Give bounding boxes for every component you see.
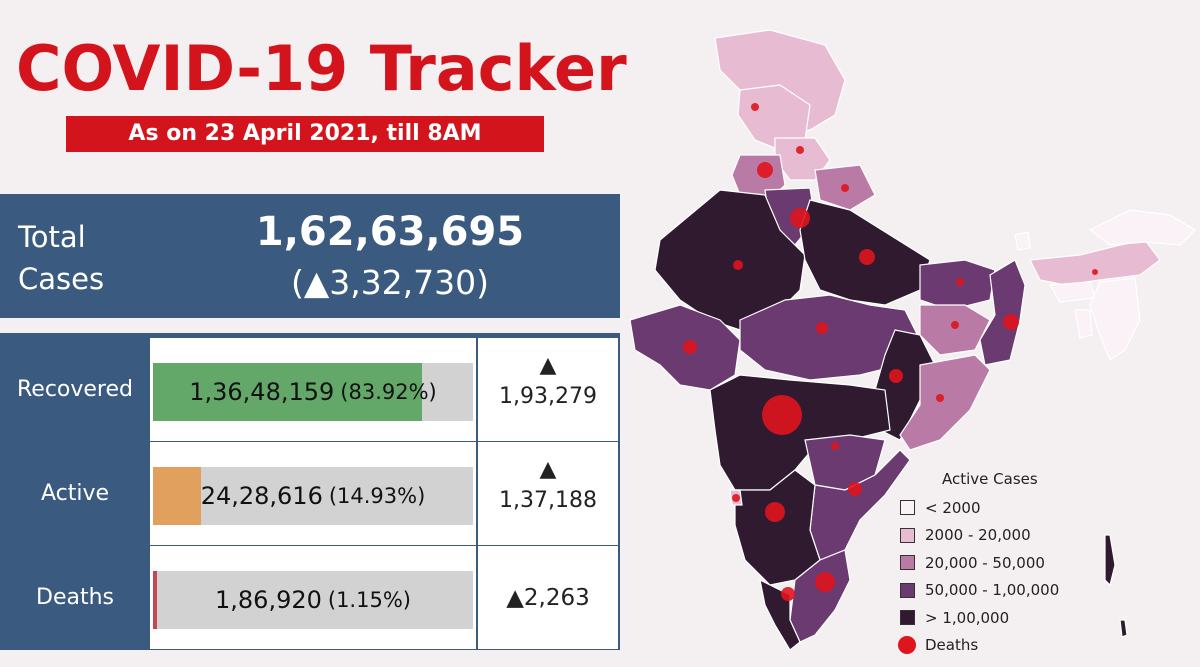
map-region-wb xyxy=(979,259,1026,366)
deaths-row: Deaths 1,86,920 (1.15%) ▲2,263 xyxy=(0,546,620,649)
legend-label: < 2000 xyxy=(925,498,981,517)
deaths-delta: ▲2,263 xyxy=(506,584,590,611)
up-triangle-icon: ▲ xyxy=(539,457,557,482)
active-bar-track: 24,28,616 (14.93%) xyxy=(153,467,473,525)
deaths-percent: (1.15%) xyxy=(327,588,411,612)
deaths-marker-tn xyxy=(815,572,835,592)
map-region-meghalaya xyxy=(1048,281,1096,303)
legend-swatch xyxy=(900,610,915,626)
active-label: Active xyxy=(40,481,110,506)
map-region-odisha xyxy=(899,354,991,451)
deaths-marker-odisha xyxy=(936,394,944,402)
legend-label: > 1,00,000 xyxy=(925,608,1010,627)
map-legend: Active Cases < 2000 2000 - 20,000 20,000… xyxy=(896,470,1086,659)
page-title: COVID-19 Tracker xyxy=(16,32,627,105)
deaths-label: Deaths xyxy=(36,585,114,610)
deaths-marker-goa xyxy=(732,494,740,502)
map-region-jk xyxy=(714,29,846,136)
deaths-delta-cell: ▲2,263 xyxy=(478,546,618,649)
deaths-bar-track: 1,86,920 (1.15%) xyxy=(153,571,473,629)
deaths-bar-cell: 1,86,920 (1.15%) xyxy=(150,546,476,649)
india-map xyxy=(629,29,1196,651)
recovered-value: 1,36,48,159 xyxy=(189,378,335,406)
deaths-marker-assam xyxy=(1092,269,1098,275)
deaths-marker-gujarat xyxy=(683,340,697,354)
deaths-marker-karnataka xyxy=(765,502,785,522)
recovered-bar-cell: 1,36,48,159 (83.92%) xyxy=(150,338,476,441)
legend-label: Deaths xyxy=(925,636,979,655)
deaths-dot-icon xyxy=(898,636,916,655)
active-percent: (14.93%) xyxy=(328,484,426,508)
recovered-delta: 1,93,279 xyxy=(499,384,597,409)
total-label-line2: Cases xyxy=(18,262,105,296)
map-region-assam xyxy=(1029,239,1161,286)
date-banner: As on 23 April 2021, till 8AM xyxy=(66,116,544,152)
map-region-sikkim xyxy=(1014,231,1031,251)
map-region-nicobar xyxy=(1119,619,1128,638)
legend-item: 50,000 - 1,00,000 xyxy=(896,577,1086,605)
map-region-chhattisgarh xyxy=(874,329,936,441)
legend-label: 2000 - 20,000 xyxy=(925,526,1031,545)
deaths-marker-jharkhand xyxy=(951,321,959,329)
total-cases-value: 1,62,63,695 xyxy=(255,209,525,255)
legend-item: > 1,00,000 xyxy=(896,604,1086,632)
map-region-jharkhand xyxy=(919,304,991,356)
total-cases-panel: Total Cases 1,62,63,695 (▲3,32,730) xyxy=(0,194,620,318)
deaths-marker-uttarakhand xyxy=(841,184,849,192)
deaths-marker-maharashtra xyxy=(762,395,802,435)
legend-item: < 2000 xyxy=(896,494,1086,522)
deaths-marker-punjab xyxy=(757,162,773,178)
recovered-delta-cell: ▲ 1,93,279 xyxy=(478,338,618,441)
deaths-marker-jk xyxy=(751,103,759,111)
legend-swatch xyxy=(900,500,915,516)
total-label-line1: Total xyxy=(18,220,86,254)
active-row: Active 24,28,616 (14.93%) ▲ 1,37,188 xyxy=(0,442,620,545)
active-delta-cell: ▲ 1,37,188 xyxy=(478,442,618,545)
legend-swatch xyxy=(900,555,915,571)
deaths-marker-rajasthan xyxy=(733,260,743,270)
legend-item: 20,000 - 50,000 xyxy=(896,549,1086,577)
recovered-bar-track: 1,36,48,159 (83.92%) xyxy=(153,363,473,421)
deaths-marker-chhattisgarh xyxy=(889,369,903,383)
stats-panel: Recovered 1,36,48,159 (83.92%) ▲ 1,93,27… xyxy=(0,333,620,650)
map-region-ne-south xyxy=(1089,277,1141,361)
deaths-value: 1,86,920 xyxy=(215,586,322,614)
deaths-marker-telangana xyxy=(831,442,839,450)
deaths-marker-himachal xyxy=(796,146,804,154)
recovered-label: Recovered xyxy=(16,377,133,402)
recovered-row: Recovered 1,36,48,159 (83.92%) ▲ 1,93,27… xyxy=(0,338,620,441)
deaths-marker-up xyxy=(859,249,875,265)
legend-item-deaths: Deaths xyxy=(896,632,1086,660)
total-cases-delta: (▲3,32,730) xyxy=(290,263,490,302)
recovered-bar-fill xyxy=(153,363,422,421)
total-cases-label: Total Cases xyxy=(18,216,104,300)
active-bar-fill xyxy=(153,467,201,525)
active-bar-cell: 24,28,616 (14.93%) xyxy=(150,442,476,545)
deaths-marker-bihar xyxy=(956,278,964,286)
deaths-marker-delhi xyxy=(790,208,810,228)
legend-swatch xyxy=(900,582,915,598)
map-region-andaman xyxy=(1104,534,1116,587)
recovered-percent: (83.92%) xyxy=(340,380,437,404)
legend-label: 50,000 - 1,00,000 xyxy=(925,581,1060,600)
map-region-tripura xyxy=(1074,309,1093,339)
deaths-marker-mp xyxy=(816,322,828,334)
legend-item: 2000 - 20,000 xyxy=(896,522,1086,550)
deaths-bar-fill xyxy=(153,571,157,629)
deaths-marker-kerala xyxy=(781,587,795,601)
legend-title: Active Cases xyxy=(942,470,1038,488)
deaths-marker-wb xyxy=(1003,314,1019,330)
legend-label: 20,000 - 50,000 xyxy=(925,553,1045,572)
active-delta: 1,37,188 xyxy=(499,488,597,513)
map-region-arunachal xyxy=(1088,209,1196,246)
legend-swatch xyxy=(900,527,915,543)
up-triangle-icon: ▲ xyxy=(539,353,557,378)
active-value: 24,28,616 xyxy=(200,482,323,510)
deaths-marker-ap xyxy=(848,482,862,496)
